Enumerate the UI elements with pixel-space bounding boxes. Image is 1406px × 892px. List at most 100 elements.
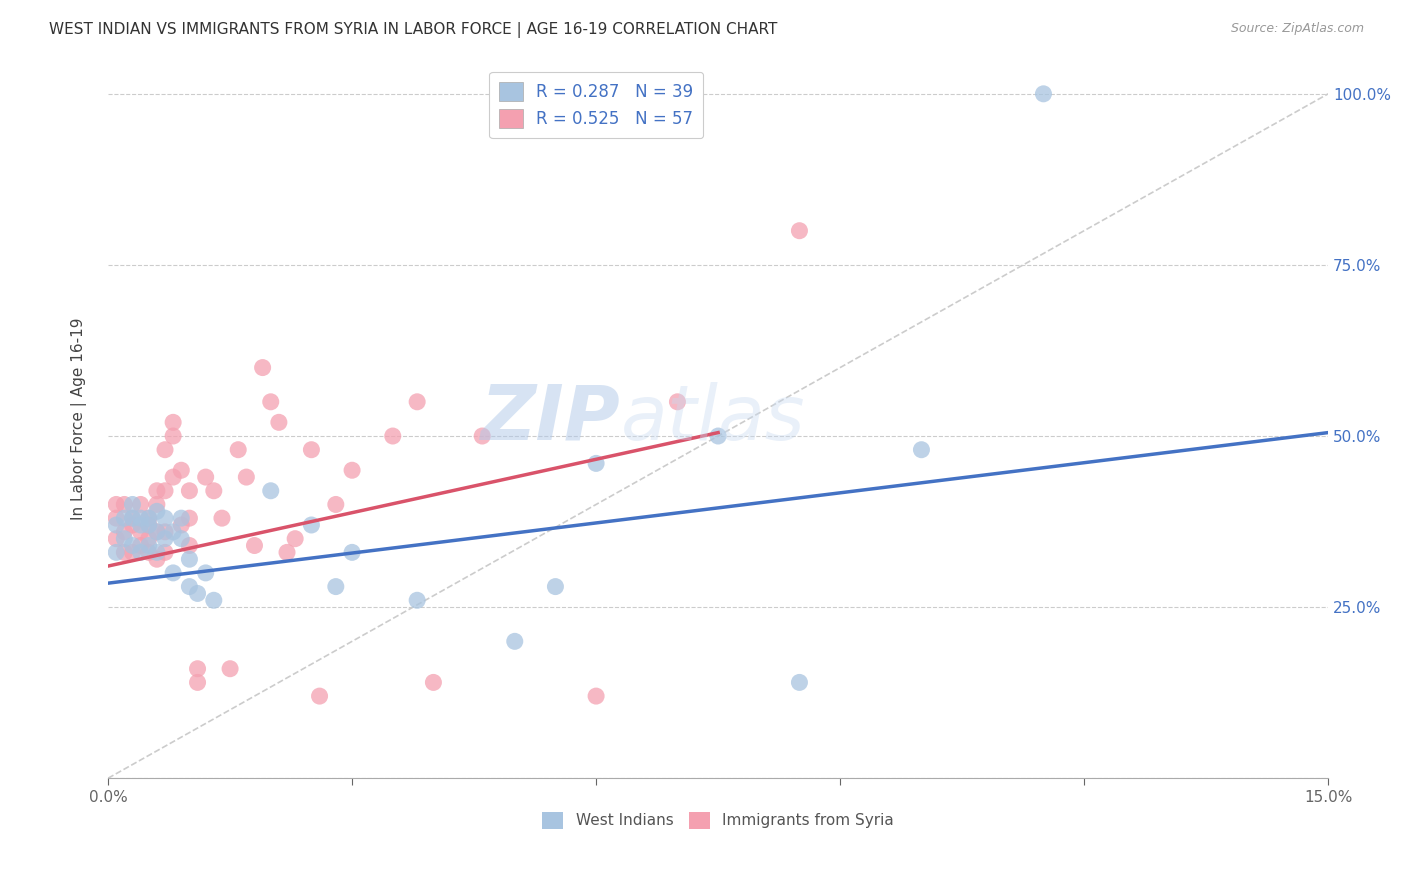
Point xyxy=(381,429,404,443)
Point xyxy=(129,518,152,533)
Point xyxy=(138,545,160,559)
Point xyxy=(129,545,152,559)
Point xyxy=(276,545,298,559)
Point xyxy=(105,545,128,559)
Point xyxy=(585,457,607,471)
Point xyxy=(406,593,429,607)
Point xyxy=(585,689,607,703)
Point xyxy=(112,545,135,559)
Point xyxy=(129,524,152,539)
Point xyxy=(146,504,169,518)
Point xyxy=(138,539,160,553)
Point xyxy=(260,483,283,498)
Point xyxy=(153,524,176,539)
Point xyxy=(138,518,160,533)
Point xyxy=(170,532,193,546)
Point xyxy=(340,545,363,559)
Point xyxy=(187,675,209,690)
Point xyxy=(162,429,184,443)
Point xyxy=(179,539,201,553)
Point xyxy=(146,483,169,498)
Point xyxy=(105,498,128,512)
Point xyxy=(789,675,811,690)
Point xyxy=(340,463,363,477)
Point xyxy=(544,580,567,594)
Point xyxy=(252,360,274,375)
Text: atlas: atlas xyxy=(620,382,806,456)
Point xyxy=(105,518,128,533)
Point xyxy=(202,593,225,607)
Point xyxy=(284,532,307,546)
Point xyxy=(146,498,169,512)
Point xyxy=(666,394,689,409)
Point xyxy=(162,524,184,539)
Point xyxy=(121,498,143,512)
Y-axis label: In Labor Force | Age 16-19: In Labor Force | Age 16-19 xyxy=(72,318,87,520)
Text: ZIP: ZIP xyxy=(481,382,620,456)
Point xyxy=(162,470,184,484)
Point xyxy=(211,511,233,525)
Text: WEST INDIAN VS IMMIGRANTS FROM SYRIA IN LABOR FORCE | AGE 16-19 CORRELATION CHAR: WEST INDIAN VS IMMIGRANTS FROM SYRIA IN … xyxy=(49,22,778,38)
Point xyxy=(187,586,209,600)
Point xyxy=(153,532,176,546)
Point xyxy=(162,566,184,580)
Point xyxy=(194,566,217,580)
Point xyxy=(138,532,160,546)
Point xyxy=(146,524,169,539)
Point xyxy=(121,511,143,525)
Point xyxy=(170,511,193,525)
Point xyxy=(129,511,152,525)
Point xyxy=(325,580,347,594)
Point xyxy=(153,483,176,498)
Text: Source: ZipAtlas.com: Source: ZipAtlas.com xyxy=(1230,22,1364,36)
Point xyxy=(162,415,184,429)
Point xyxy=(243,539,266,553)
Point xyxy=(789,224,811,238)
Point xyxy=(422,675,444,690)
Point xyxy=(194,470,217,484)
Point xyxy=(170,463,193,477)
Point xyxy=(138,511,160,525)
Point xyxy=(153,442,176,457)
Point xyxy=(179,511,201,525)
Point xyxy=(129,539,152,553)
Point xyxy=(121,545,143,559)
Point xyxy=(170,518,193,533)
Point xyxy=(121,518,143,533)
Point xyxy=(910,442,932,457)
Point xyxy=(707,429,730,443)
Point xyxy=(179,552,201,566)
Point xyxy=(503,634,526,648)
Point xyxy=(112,498,135,512)
Legend: West Indians, Immigrants from Syria: West Indians, Immigrants from Syria xyxy=(536,805,900,835)
Point xyxy=(299,442,322,457)
Point xyxy=(1032,87,1054,101)
Point xyxy=(121,511,143,525)
Point xyxy=(202,483,225,498)
Point xyxy=(260,394,283,409)
Point xyxy=(179,483,201,498)
Point xyxy=(471,429,494,443)
Point xyxy=(112,524,135,539)
Point xyxy=(308,689,330,703)
Point xyxy=(112,532,135,546)
Point xyxy=(146,552,169,566)
Point xyxy=(179,580,201,594)
Point xyxy=(138,518,160,533)
Point xyxy=(187,662,209,676)
Point xyxy=(325,498,347,512)
Point xyxy=(153,545,176,559)
Point xyxy=(235,470,257,484)
Point xyxy=(105,511,128,525)
Point xyxy=(299,518,322,533)
Point xyxy=(226,442,249,457)
Point xyxy=(153,511,176,525)
Point xyxy=(105,532,128,546)
Point xyxy=(219,662,242,676)
Point xyxy=(406,394,429,409)
Point xyxy=(146,524,169,539)
Point xyxy=(267,415,290,429)
Point xyxy=(129,498,152,512)
Point xyxy=(146,545,169,559)
Point xyxy=(138,511,160,525)
